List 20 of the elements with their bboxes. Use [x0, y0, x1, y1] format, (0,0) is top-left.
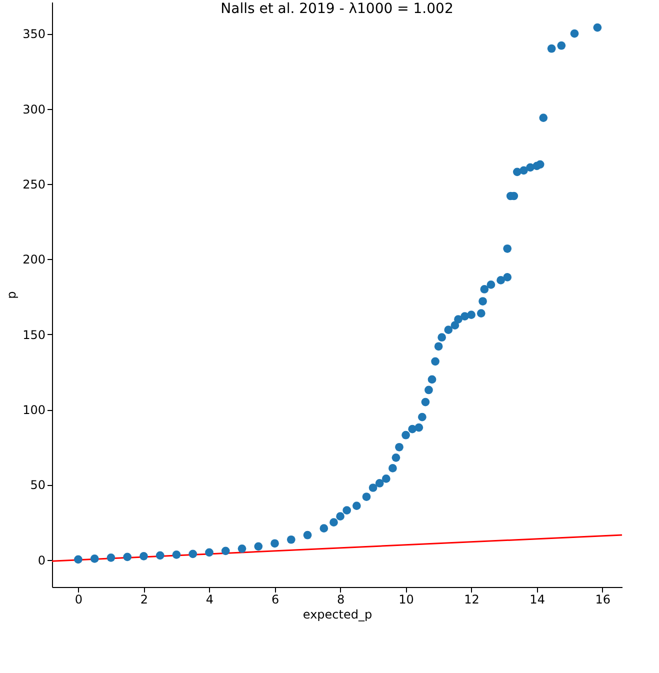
y-tick-label: 100	[22, 403, 46, 418]
y-tick-label: 250	[22, 177, 46, 192]
y-axis-title: p	[4, 291, 19, 299]
x-tick-label: 12	[464, 592, 480, 606]
x-axis-title: expected_p	[302, 608, 372, 622]
x-tick-label: 6	[271, 592, 280, 606]
x-tick-label: 2	[140, 592, 148, 606]
y-tick-label: 200	[22, 252, 46, 267]
x-tick-label: 8	[336, 592, 345, 606]
chart-title: Nalls et al. 2019 - λ1000 = 1.002	[220, 1, 454, 17]
y-tick-label: 50	[30, 478, 46, 492]
x-tick-label: 14	[530, 592, 545, 606]
y-tick-label: 150	[22, 328, 46, 342]
x-tick-label: 4	[206, 592, 214, 606]
x-tick-label: 10	[398, 592, 414, 606]
y-tick-label: 350	[22, 27, 46, 42]
y-tick-label: 300	[22, 102, 46, 116]
x-tick-label: 0	[74, 592, 83, 606]
x-tick-label: 16	[595, 592, 610, 606]
y-tick-label: 0	[38, 553, 46, 568]
